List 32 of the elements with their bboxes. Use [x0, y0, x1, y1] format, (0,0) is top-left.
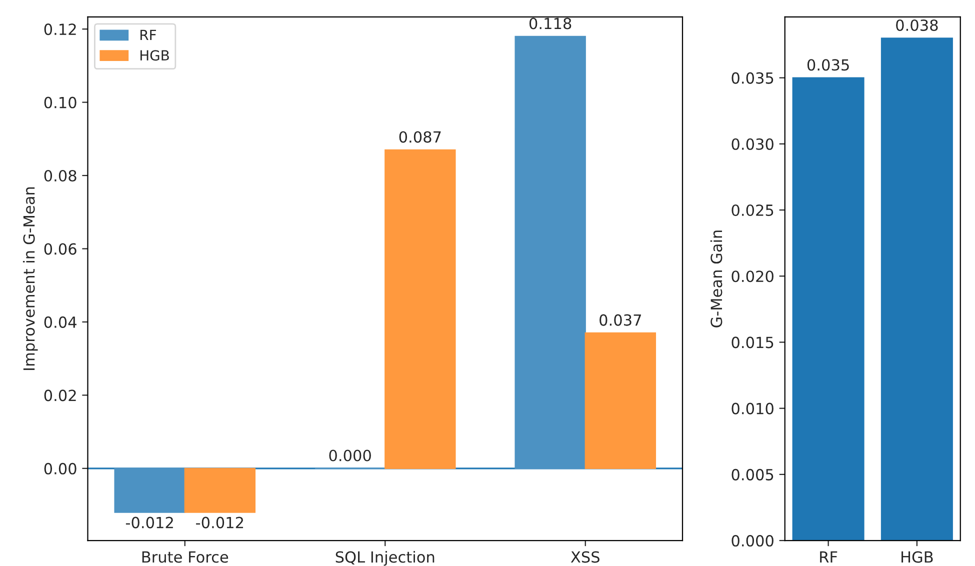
legend-label: HGB	[140, 50, 169, 61]
data-label: 0.038	[896, 19, 938, 32]
y-tick-label: 0.10	[44, 96, 76, 108]
x-tick-label: RF	[820, 551, 838, 563]
legend-label: RF	[140, 30, 156, 40]
x-tick-label: HGB	[902, 551, 933, 563]
text: 0.000	[329, 450, 371, 462]
text: -0.012	[196, 516, 244, 528]
text: 0.087	[399, 131, 441, 143]
text: 0.118	[529, 18, 572, 30]
y-tick-label: 0.020	[732, 270, 774, 282]
y-tick-label: 0.010	[732, 402, 774, 414]
y-tick-label: 0.02	[44, 390, 76, 402]
x-tick-label: SQL Injection	[336, 550, 434, 566]
y-tick-label: 0.015	[732, 336, 774, 348]
data-label: 0.035	[807, 59, 849, 71]
y-tick-label: 0.08	[44, 170, 76, 182]
x-tick-label: Brute Force	[142, 551, 228, 563]
x-tick-label: XSS	[570, 551, 600, 563]
text: 0.037	[600, 314, 641, 326]
y-tick-label: 0.04	[44, 316, 76, 328]
y-axis-title: Improvement in G-Mean	[22, 187, 38, 370]
y-tick-label: 0.025	[732, 204, 774, 216]
y-tick-label: 0.035	[732, 72, 774, 84]
y-tick-label: 0.030	[732, 138, 774, 150]
y-tick-label: 0.00	[44, 462, 76, 474]
y-tick-label: 0.12	[44, 24, 76, 36]
y-axis-title: G-Mean Gain	[710, 230, 722, 328]
y-tick-label: 0.06	[44, 243, 76, 255]
y-tick-label: 0.005	[732, 468, 774, 480]
y-tick-label: 0.000	[732, 534, 774, 547]
text: -0.012	[126, 516, 173, 528]
